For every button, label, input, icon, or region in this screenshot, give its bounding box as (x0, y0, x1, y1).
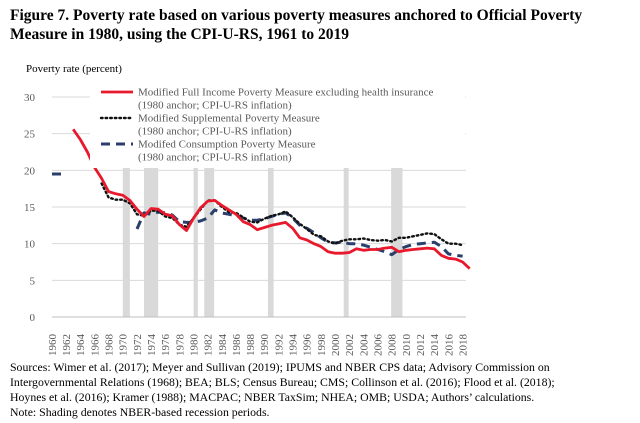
sources-line-1: Sources: Wimer et al. (2017); Meyer and … (10, 360, 550, 374)
x-tick-label-1968: 1968 (103, 334, 115, 357)
y-tick-label-5: 5 (30, 275, 36, 287)
y-tick-label-0: 0 (30, 312, 36, 324)
x-tick-label-1964: 1964 (75, 334, 87, 357)
series-dotted-line-0 (100, 182, 464, 247)
x-tick-label-2006: 2006 (373, 334, 385, 357)
recession-band-3 (204, 95, 215, 317)
series-solid-line-0 (72, 128, 471, 270)
x-tick-label-1962: 1962 (61, 334, 73, 356)
x-tick-label-2008: 2008 (387, 334, 399, 357)
x-tick-label-1974: 1974 (146, 334, 158, 357)
legend: Modified Full Income Poverty Measure exc… (90, 84, 465, 168)
legend-label-supplemental: Modified Supplemental Poverty Measure (138, 113, 320, 125)
x-tick-label-2002: 2002 (344, 334, 356, 356)
recession-band-5 (343, 95, 349, 317)
x-tick-label-2018: 2018 (457, 334, 469, 357)
x-tick-label-2016: 2016 (443, 334, 455, 357)
legend-label-consumption: Modifed Consumption Poverty Measure (138, 139, 316, 151)
x-tick-label-1980: 1980 (188, 334, 200, 357)
y-tick-label-30: 30 (24, 92, 36, 104)
axis-layer: 0 5 10 15 20 25 30 1960 1962 1964 1966 1968 1970 1972… (24, 92, 469, 356)
recession-band-6 (391, 95, 403, 317)
x-tick-label-1996: 1996 (302, 334, 314, 357)
x-tick-label-1988: 1988 (245, 334, 257, 357)
sources-line-3: Hoynes et al. (2016); Kramer (1988); MAC… (10, 390, 535, 404)
legend-label-full-income: Modified Full Income Poverty Measure exc… (138, 87, 434, 99)
figure-title: Figure 7. Poverty rate based on various … (10, 7, 583, 43)
figure-notes: Sources: Wimer et al. (2017); Meyer and … (10, 360, 635, 420)
legend-sub-full-income: (1980 anchor; CPI-U-RS inflation) (138, 100, 292, 112)
x-tick-label-1992: 1992 (273, 334, 285, 356)
x-tick-label-1986: 1986 (231, 334, 243, 357)
x-tick-label-2014: 2014 (429, 334, 441, 357)
x-tick-label-2004: 2004 (358, 334, 370, 357)
shading-note: Note: Shading denotes NBER-based recessi… (10, 405, 270, 419)
y-tick-label-20: 20 (24, 165, 36, 177)
x-tick-label-1994: 1994 (288, 334, 300, 357)
x-tick-label-2010: 2010 (401, 334, 413, 357)
x-tick-label-1970: 1970 (118, 334, 130, 357)
x-tick-label-1972: 1972 (132, 334, 144, 356)
sources-line-2: Intergovernmental Relations (1968); BEA;… (10, 375, 555, 389)
x-tick-label-1978: 1978 (174, 334, 186, 357)
y-tick-label-10: 10 (24, 239, 36, 251)
x-tick-label-1966: 1966 (89, 334, 101, 357)
legend-sub-supplemental: (1980 anchor; CPI-U-RS inflation) (138, 126, 292, 138)
y-axis-label: Poverty rate (percent) (26, 63, 122, 75)
y-tick-label-15: 15 (24, 202, 36, 214)
legend-sub-consumption: (1980 anchor; CPI-U-RS inflation) (138, 152, 292, 164)
x-tick-label-1960: 1960 (47, 334, 59, 357)
legend-background (90, 84, 465, 168)
x-tick-label-1982: 1982 (203, 334, 215, 356)
recession-band-0 (122, 95, 130, 317)
x-tick-label-1984: 1984 (217, 334, 229, 357)
x-tick-label-2000: 2000 (330, 334, 342, 357)
x-tick-label-2012: 2012 (415, 334, 427, 356)
recession-band-4 (267, 95, 274, 317)
series-layer (52, 128, 471, 270)
y-tick-label-25: 25 (24, 129, 36, 141)
x-tick-label-1998: 1998 (316, 334, 328, 357)
x-tick-label-1976: 1976 (160, 334, 172, 357)
recession-band-2 (193, 95, 198, 317)
x-tick-label-1990: 1990 (259, 334, 271, 357)
